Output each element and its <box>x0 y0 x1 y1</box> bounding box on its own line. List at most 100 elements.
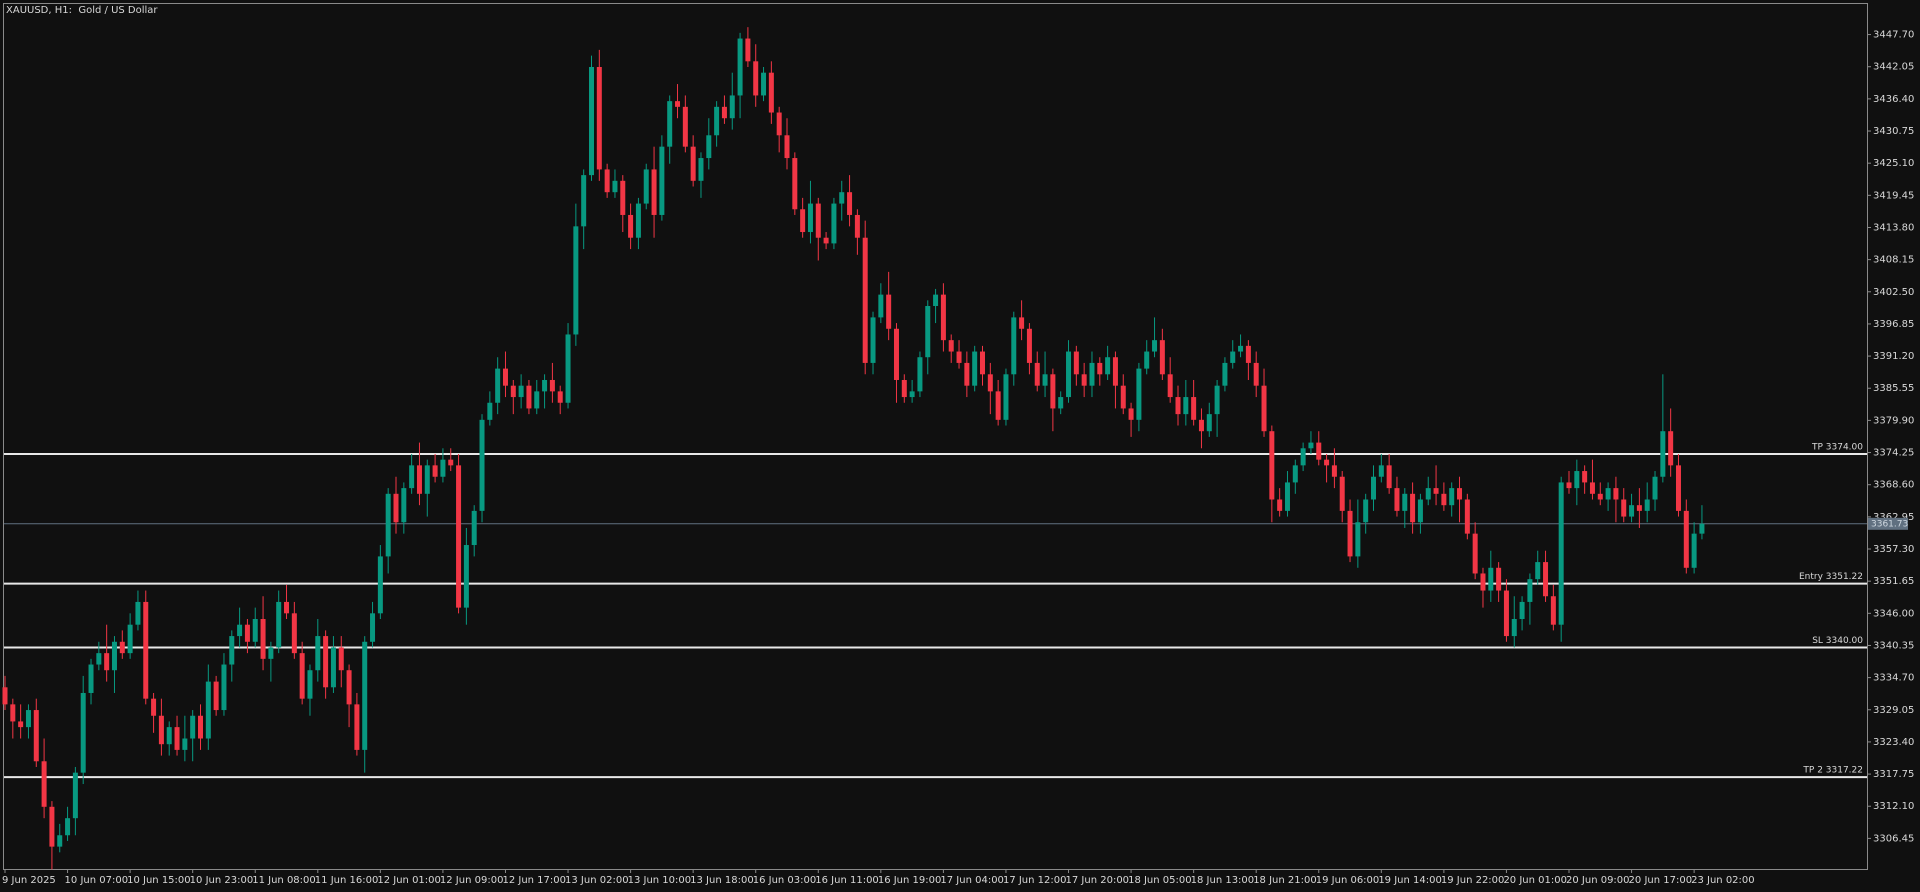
y-tick-label: 3362.95 <box>1873 512 1914 523</box>
candle-body <box>307 670 313 699</box>
candle-body <box>1605 488 1611 500</box>
candle-body <box>1277 499 1283 511</box>
candle-body <box>487 402 493 420</box>
candle-body <box>2 687 8 705</box>
y-tick-label: 3442.05 <box>1873 62 1914 73</box>
candle-body <box>1136 368 1142 420</box>
candle-body <box>1245 345 1251 363</box>
candle-body <box>1597 493 1603 500</box>
x-tick-label: 10 Jun 07:00 <box>65 875 129 886</box>
candle-body <box>260 619 266 659</box>
y-tick-label: 3408.15 <box>1873 255 1914 266</box>
candle-body <box>41 761 47 807</box>
candle-body <box>1574 471 1580 489</box>
candle-body <box>557 391 563 403</box>
candle-body <box>502 368 508 386</box>
candle-body <box>768 72 774 113</box>
candle-body <box>80 692 86 773</box>
candle-body <box>213 681 219 711</box>
candle-body <box>549 379 555 392</box>
candle-body <box>205 681 211 739</box>
y-tick-label: 3413.80 <box>1873 222 1914 233</box>
candle-body <box>96 653 102 665</box>
candle-body <box>620 180 626 215</box>
candle-body <box>886 294 892 329</box>
candle-body <box>792 158 798 210</box>
candle-body <box>635 203 641 238</box>
y-tick-label: 3402.50 <box>1873 287 1914 298</box>
x-tick-label: 13 Jun 02:00 <box>565 875 629 886</box>
candle-body <box>573 226 579 335</box>
candle-body <box>1394 488 1400 511</box>
candle-body <box>1081 374 1087 386</box>
y-tick-label: 3391.20 <box>1873 351 1914 362</box>
candle-body <box>807 203 813 233</box>
candle-body <box>1003 374 1009 420</box>
candle-body <box>972 351 978 386</box>
candle-body <box>1691 533 1697 568</box>
candle-body <box>596 66 602 170</box>
x-tick-label: 18 Jun 05:00 <box>1128 875 1192 886</box>
candle-body <box>1292 465 1298 483</box>
candle-body <box>901 379 907 398</box>
candle-body <box>729 95 735 119</box>
x-tick-label: 13 Jun 18:00 <box>690 875 754 886</box>
candle-body <box>682 106 688 147</box>
x-tick-label: 23 Jun 02:00 <box>1691 875 1755 886</box>
candle-body <box>65 818 71 836</box>
candle-body <box>1222 362 1228 386</box>
candle-body <box>143 601 149 699</box>
candle-body <box>1441 493 1447 506</box>
candle-body <box>1519 601 1525 620</box>
y-tick-label: 3385.55 <box>1873 383 1914 394</box>
candle-body <box>1660 431 1666 477</box>
candle-body <box>1488 567 1494 591</box>
candle-body <box>714 106 720 136</box>
x-tick-label: 13 Jun 10:00 <box>628 875 692 886</box>
candle-body <box>1675 465 1681 511</box>
candle-body <box>1668 431 1674 466</box>
candle-body <box>18 721 24 728</box>
candle-body <box>471 510 477 546</box>
candle-body <box>1371 476 1376 500</box>
candle-body <box>1230 351 1236 363</box>
candle-body <box>135 601 141 625</box>
level-label: Entry 3351.22 <box>1799 572 1863 582</box>
candle-body <box>229 636 235 665</box>
candle-body <box>1120 385 1126 409</box>
y-tick-label: 3419.45 <box>1873 190 1914 201</box>
candle-body <box>416 465 422 494</box>
candle-body <box>1034 362 1040 386</box>
candle-body <box>1480 573 1486 591</box>
candle-body <box>1058 397 1064 409</box>
candle-body <box>987 374 993 392</box>
bid-box <box>1868 517 1908 530</box>
candle-body <box>878 294 884 318</box>
x-tick-label: 12 Jun 17:00 <box>502 875 566 886</box>
candle-body <box>1636 505 1642 511</box>
candle-body <box>753 61 759 96</box>
candle-body <box>1464 499 1470 534</box>
candle-body <box>448 459 454 466</box>
x-tick-label: 19 Jun 06:00 <box>1316 875 1380 886</box>
candle-body <box>1066 351 1072 398</box>
candle-body <box>111 641 117 671</box>
candle-body <box>870 317 876 363</box>
candle-body <box>1652 476 1658 500</box>
x-tick-label: 20 Jun 09:00 <box>1566 875 1630 886</box>
candle-body <box>284 601 290 614</box>
y-tick-label: 3447.70 <box>1873 30 1914 41</box>
x-tick-label: 19 Jun 14:00 <box>1378 875 1442 886</box>
candle-body <box>831 203 837 244</box>
candle-body <box>518 385 524 398</box>
candle-body <box>1261 385 1267 432</box>
candle-body <box>1535 562 1541 580</box>
candle-body <box>1472 533 1478 574</box>
candle-body <box>1026 328 1032 363</box>
candle-body <box>510 385 516 398</box>
candle-body <box>127 624 133 654</box>
candle-body <box>315 636 321 671</box>
level-label: TP 3374.00 <box>1811 442 1863 452</box>
candle-body <box>956 351 962 363</box>
